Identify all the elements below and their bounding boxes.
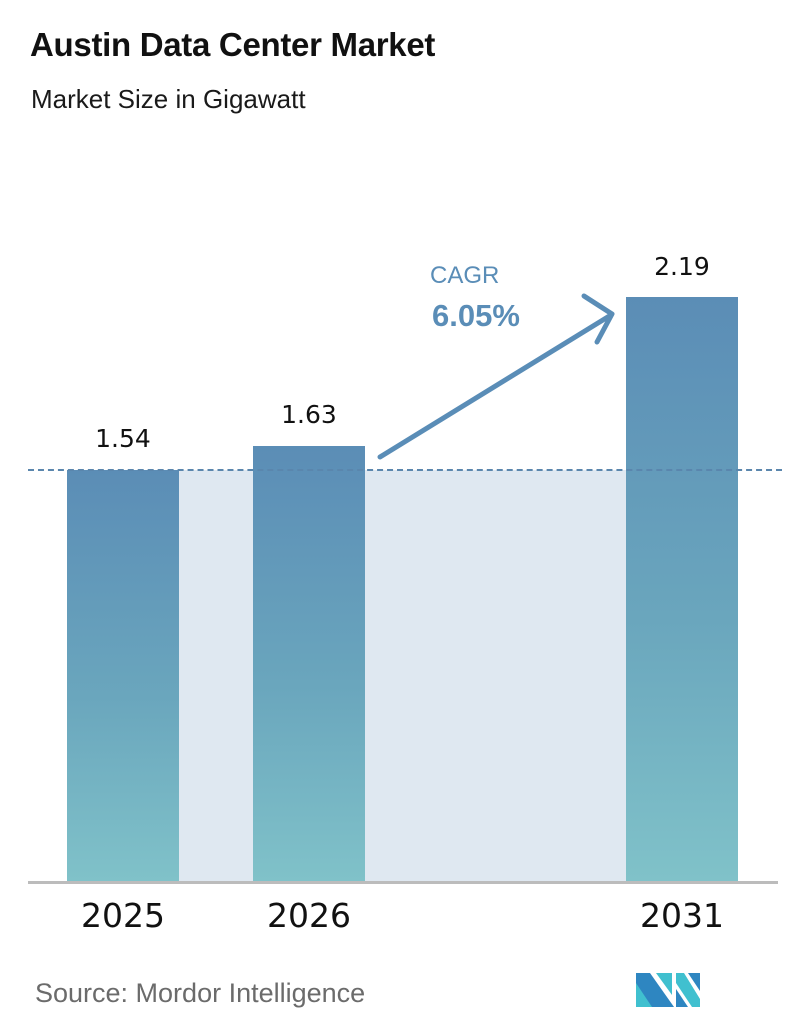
bar-2031 [626, 297, 738, 882]
chart-subtitle: Market Size in Gigawatt [31, 84, 306, 114]
mordor-intelligence-logo-icon [636, 973, 700, 1007]
x-label-2031: 2031 [640, 896, 724, 935]
cagr-value: 6.05% [432, 298, 520, 333]
value-label-2025: 1.54 [95, 424, 151, 453]
bar-2025 [67, 470, 179, 882]
x-axis-line [28, 881, 778, 884]
chart-title: Austin Data Center Market [30, 26, 436, 63]
cagr-label: CAGR [430, 262, 500, 289]
value-label-2031: 2.19 [654, 252, 710, 281]
x-label-2025: 2025 [81, 896, 165, 935]
bar-2026 [253, 446, 365, 882]
source-text: Source: Mordor Intelligence [35, 978, 366, 1008]
reference-dashed-line [28, 469, 782, 471]
value-label-2026: 1.63 [281, 400, 337, 429]
x-label-2026: 2026 [267, 896, 351, 935]
